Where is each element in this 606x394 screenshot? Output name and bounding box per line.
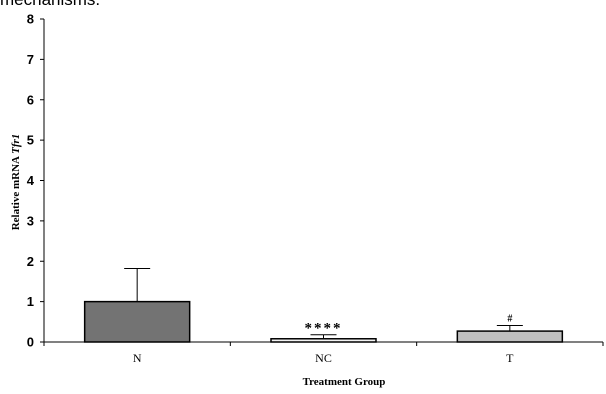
axes [40, 18, 604, 346]
x-axis-title: Treatment Group [303, 376, 386, 388]
y-tick-label: 2 [27, 254, 34, 269]
significance-label-nc: **** [305, 321, 343, 337]
y-tick-label: 3 [27, 213, 34, 228]
x-tick-label: N [133, 351, 142, 365]
bar-n [83, 300, 191, 343]
bar-nc [270, 338, 377, 343]
y-axis-title: Relative mRNA Tfr1 [10, 134, 22, 231]
caption-fragment: mechanisms. [0, 0, 100, 10]
y-axis-title-gene: Tfr1 [10, 134, 22, 154]
x-tick-label: NC [315, 351, 332, 365]
y-axis-title-prefix: Relative mRNA [10, 154, 22, 230]
labels: 0 1 2 3 4 5 6 7 8 N **** NC # T [27, 12, 514, 366]
x-tick-label: T [506, 351, 514, 365]
bars [83, 268, 564, 343]
bar-t [456, 330, 564, 343]
y-tick-label: 6 [27, 92, 34, 107]
y-tick-label: 0 [27, 335, 34, 350]
y-tick-label: 7 [27, 52, 34, 67]
y-tick-label: 8 [27, 12, 34, 27]
y-tick-label: 4 [27, 173, 35, 188]
y-tick-label: 1 [27, 294, 34, 309]
y-tick-label: 5 [27, 133, 34, 148]
significance-label-t: # [507, 313, 512, 324]
